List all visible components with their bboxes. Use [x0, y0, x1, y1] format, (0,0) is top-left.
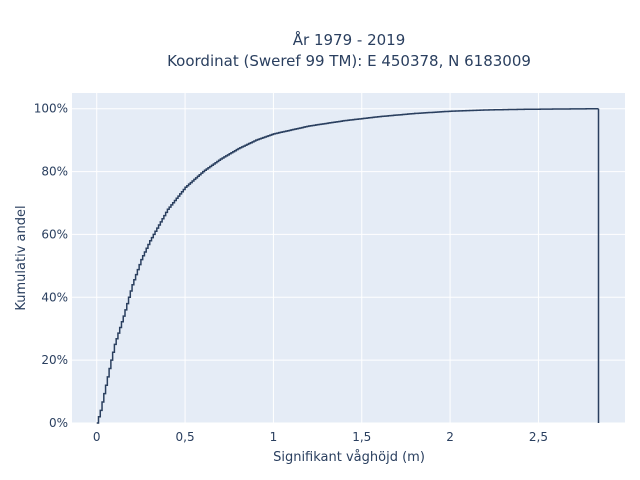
x-tick-label: 1,5	[352, 430, 371, 444]
x-tick-label: 0	[93, 430, 101, 444]
y-tick-label: 40%	[41, 290, 68, 304]
plot-background	[72, 93, 625, 423]
series-line	[96, 107, 600, 424]
y-tick-label: 0%	[49, 416, 68, 430]
x-tick-label: 1	[270, 430, 278, 444]
chart-title-line1: År 1979 - 2019	[293, 30, 406, 49]
tick-labels: 0 0,5 1 1,5 2 2,5 0% 20% 40% 60% 80% 100%	[34, 102, 548, 444]
grid-lines	[72, 93, 625, 424]
y-tick-label: 80%	[41, 165, 68, 179]
x-axis-label: Signifikant våghöjd (m)	[273, 450, 425, 465]
y-tick-label: 20%	[41, 353, 68, 367]
chart-title-line2: Koordinat (Sweref 99 TM): E 450378, N 61…	[167, 52, 531, 70]
y-tick-label: 100%	[34, 102, 68, 116]
plot-area	[72, 93, 625, 423]
y-tick-label: 60%	[41, 227, 68, 241]
x-tick-label: 2	[446, 430, 454, 444]
x-tick-label: 0,5	[176, 430, 195, 444]
series-layer	[96, 107, 600, 424]
y-axis-label: Kumulativ andel	[14, 205, 29, 310]
x-tick-label: 2,5	[529, 430, 548, 444]
